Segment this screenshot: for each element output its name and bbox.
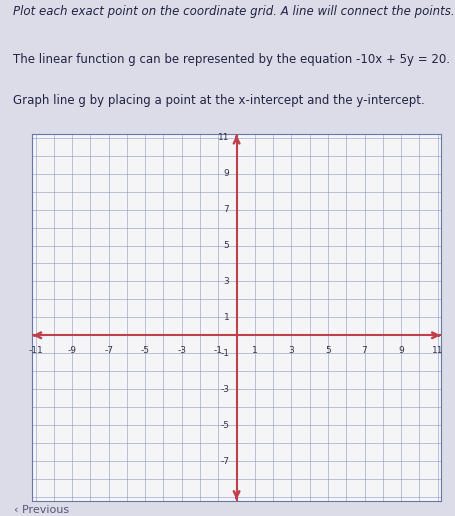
Text: -7: -7 xyxy=(220,457,229,465)
Text: 3: 3 xyxy=(223,277,229,286)
Text: 7: 7 xyxy=(362,346,368,355)
Text: -9: -9 xyxy=(68,346,76,355)
Text: 1: 1 xyxy=(252,346,258,355)
Text: The linear function g can be represented by the equation -10x + 5y = 20.: The linear function g can be represented… xyxy=(14,53,450,66)
Text: -1: -1 xyxy=(214,346,223,355)
Text: 11: 11 xyxy=(432,346,444,355)
Text: 5: 5 xyxy=(325,346,331,355)
Text: -5: -5 xyxy=(220,421,229,430)
Text: Graph line g by placing a point at the x-intercept and the y-intercept.: Graph line g by placing a point at the x… xyxy=(14,94,425,107)
Text: Plot each exact point on the coordinate grid. A line will connect the points.: Plot each exact point on the coordinate … xyxy=(14,5,455,18)
Text: -11: -11 xyxy=(28,346,43,355)
Text: -7: -7 xyxy=(104,346,113,355)
Text: 3: 3 xyxy=(288,346,294,355)
Text: 1: 1 xyxy=(223,313,229,322)
Text: ‹ Previous: ‹ Previous xyxy=(14,505,69,515)
Text: 9: 9 xyxy=(223,169,229,178)
Text: 11: 11 xyxy=(218,133,229,142)
Text: 9: 9 xyxy=(398,346,404,355)
Text: -3: -3 xyxy=(177,346,186,355)
Text: -1: -1 xyxy=(220,349,229,358)
Text: -5: -5 xyxy=(141,346,150,355)
Text: -3: -3 xyxy=(220,384,229,394)
Text: 7: 7 xyxy=(223,205,229,214)
Text: 5: 5 xyxy=(223,241,229,250)
